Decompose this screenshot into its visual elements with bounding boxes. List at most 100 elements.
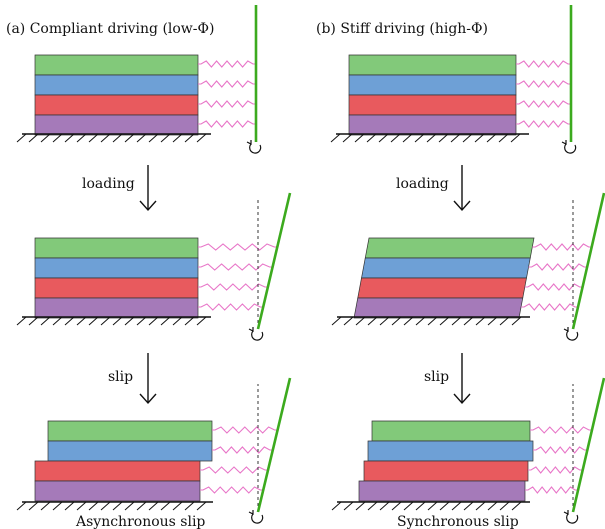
ground-tick <box>64 501 75 511</box>
down-arrow-icon <box>453 165 471 212</box>
ground-tick <box>354 133 365 143</box>
rotation-arrowhead <box>561 140 567 145</box>
spring <box>516 120 571 128</box>
ground-tick <box>499 501 510 511</box>
layer-3 <box>357 277 527 299</box>
rotation-arrowhead <box>248 510 254 515</box>
layer-3 <box>34 460 201 482</box>
ground-tick <box>474 133 485 143</box>
ground-tick <box>64 133 75 143</box>
rotation-arrow-icon <box>563 327 579 341</box>
rotation-arc <box>251 513 264 524</box>
spring <box>530 426 592 434</box>
ground-tick <box>88 316 99 326</box>
layer-3 <box>34 277 199 299</box>
driver-plate <box>256 377 292 513</box>
spring <box>516 100 571 108</box>
layer-bottom <box>34 297 199 319</box>
ground-hatch <box>16 133 211 143</box>
ground-tick <box>52 133 63 143</box>
ground-tick <box>76 316 87 326</box>
spring <box>200 486 264 494</box>
down-arrow-icon <box>139 165 157 212</box>
layer-top <box>34 54 199 76</box>
ground-tick <box>427 316 438 326</box>
ground-tick <box>88 133 99 143</box>
ground-tick <box>40 501 51 511</box>
ground-tick <box>124 316 135 326</box>
ground-tick <box>331 316 342 326</box>
spring <box>516 80 571 88</box>
ground-tick <box>28 316 39 326</box>
ground-tick <box>499 316 510 326</box>
ground-tick <box>160 133 171 143</box>
ground-tick <box>196 501 207 511</box>
spring <box>198 120 256 128</box>
ground-tick <box>28 501 39 511</box>
ground-tick <box>379 316 390 326</box>
down-arrow-icon <box>453 353 471 405</box>
spring <box>198 303 264 311</box>
rotation-arrowhead <box>246 140 252 145</box>
ground-tick <box>331 501 342 511</box>
ground-tick <box>367 501 378 511</box>
ground-tick <box>426 133 437 143</box>
rotation-arrow-icon <box>563 510 579 524</box>
driver-plate <box>256 192 292 330</box>
ground-tick <box>427 501 438 511</box>
spring <box>198 263 273 271</box>
rotation-arrowhead <box>563 510 569 515</box>
ground-tick <box>510 133 521 143</box>
spring <box>524 283 583 291</box>
ground-tick <box>366 133 377 143</box>
ground-tick <box>438 133 449 143</box>
ground-tick <box>462 133 473 143</box>
ground-tick <box>343 501 354 511</box>
ground-tick <box>403 501 414 511</box>
ground-tick <box>16 316 27 326</box>
layer-bottom <box>348 114 517 136</box>
ground-tick <box>487 501 498 511</box>
spring <box>525 486 579 494</box>
ground-tick <box>124 501 135 511</box>
spring <box>532 243 592 251</box>
rotation-arc <box>566 513 579 524</box>
ground-tick <box>196 316 207 326</box>
layer-2 <box>361 257 531 279</box>
layer-top <box>371 420 531 442</box>
spring <box>212 446 273 454</box>
ground-tick <box>451 316 462 326</box>
ground-tick <box>343 316 354 326</box>
rotation-arrowhead <box>248 327 254 332</box>
ground-tick <box>184 133 195 143</box>
ground-tick <box>486 133 497 143</box>
ground-hatch <box>331 316 530 326</box>
ground-tick <box>342 133 353 143</box>
ground-hatch <box>331 501 530 511</box>
spring <box>533 446 588 454</box>
spring <box>516 60 571 68</box>
layer-top <box>348 54 517 76</box>
rotation-arrowhead <box>563 327 569 332</box>
ground-tick <box>196 133 207 143</box>
panel-b-title: (b) Stiff driving (high-Φ) <box>316 21 488 37</box>
ground-tick <box>136 501 147 511</box>
ground-tick <box>172 501 183 511</box>
ground-tick <box>100 133 111 143</box>
ground-tick <box>112 133 123 143</box>
layer-2 <box>348 74 517 96</box>
ground-tick <box>415 501 426 511</box>
ground-tick <box>76 501 87 511</box>
ground-tick <box>415 316 426 326</box>
rotation-arc <box>566 330 579 341</box>
driver-plate <box>571 377 605 513</box>
layer-bottom <box>34 480 201 502</box>
rotation-arc <box>249 143 262 154</box>
ground-tick <box>16 133 27 143</box>
ground-tick <box>498 133 509 143</box>
ground-tick <box>450 133 461 143</box>
layer-2 <box>47 440 213 462</box>
layer-2 <box>367 440 534 462</box>
spring <box>198 243 278 251</box>
